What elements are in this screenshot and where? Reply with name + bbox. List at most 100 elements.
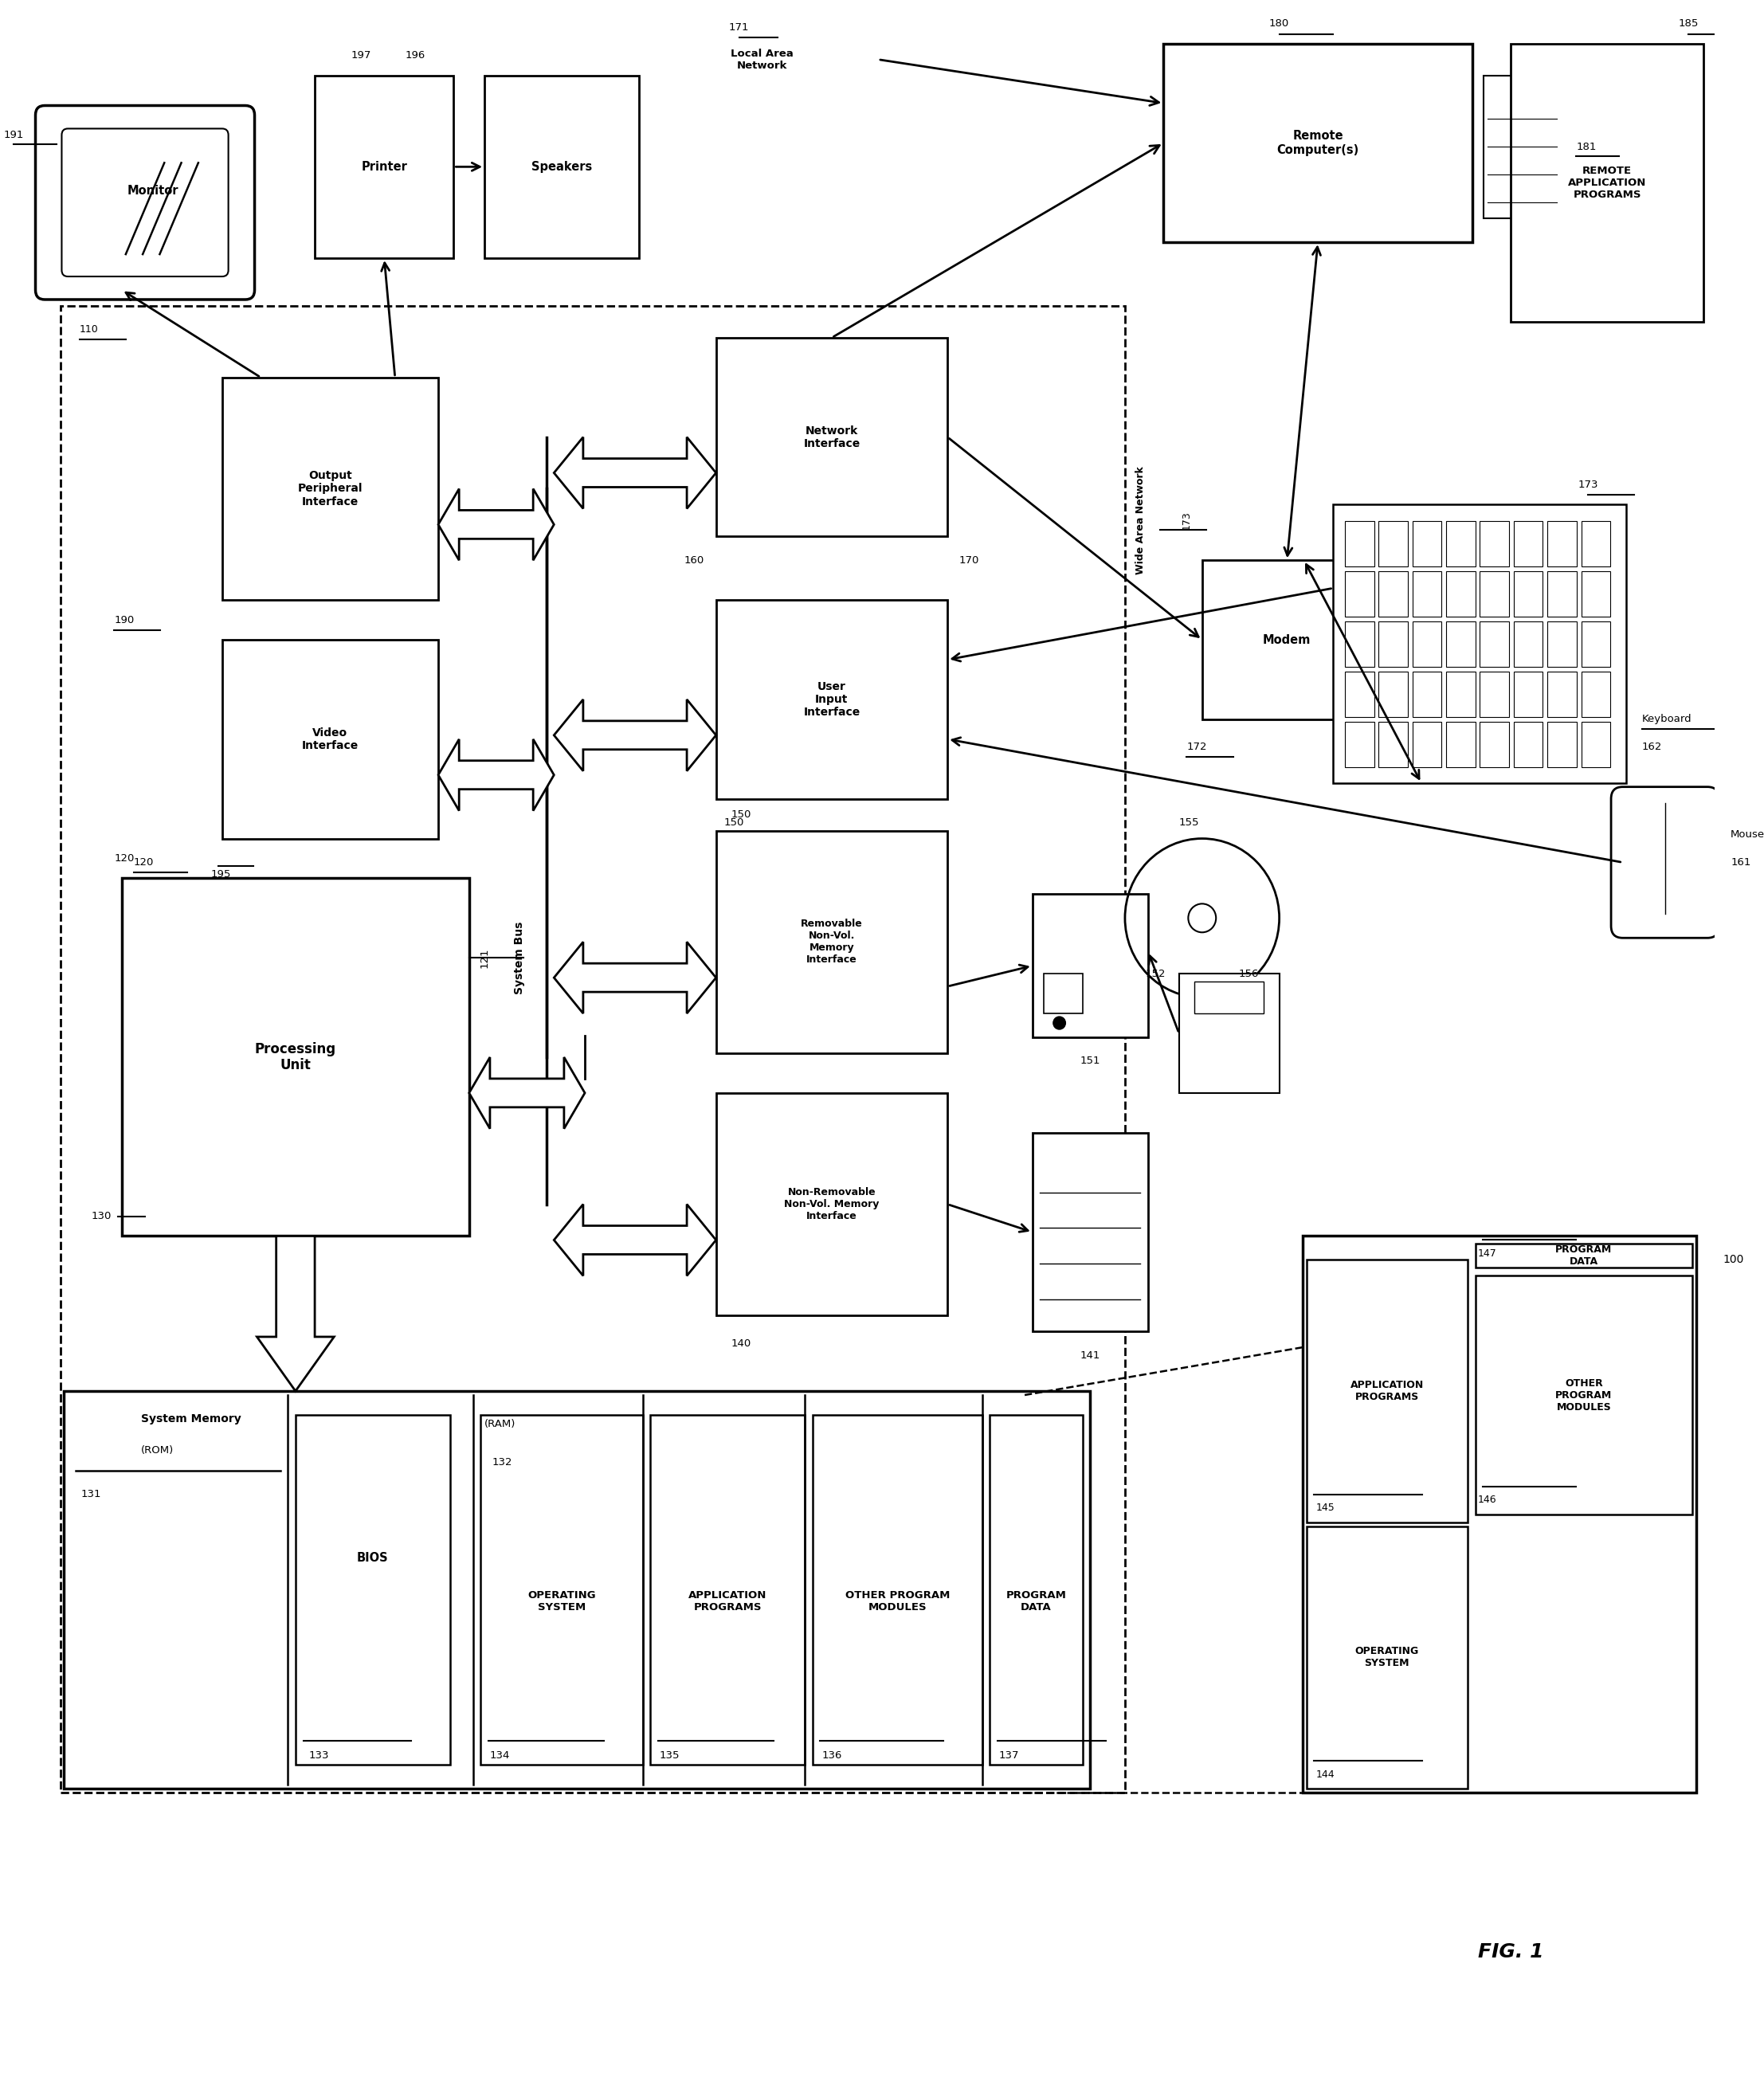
Bar [1307, 1260, 1468, 1522]
Bar [1581, 721, 1611, 767]
Text: 141: 141 [1080, 1350, 1101, 1360]
Text: 131: 131 [81, 1488, 101, 1499]
Text: 137: 137 [998, 1750, 1020, 1760]
Text: PROGRAM
DATA: PROGRAM DATA [1556, 1244, 1612, 1267]
Bar [1547, 572, 1577, 618]
Text: Keyboard: Keyboard [1642, 713, 1692, 723]
Bar [1475, 1244, 1692, 1269]
Text: 197: 197 [351, 50, 370, 60]
Bar [1510, 44, 1704, 321]
Bar [1547, 672, 1577, 717]
Bar [1514, 622, 1544, 668]
Bar [716, 1092, 947, 1316]
Text: 150: 150 [723, 817, 744, 827]
Polygon shape [258, 1236, 333, 1391]
Bar [1379, 622, 1408, 668]
Text: Non-Removable
Non-Vol. Memory
Interface: Non-Removable Non-Vol. Memory Interface [785, 1188, 878, 1221]
Text: 160: 160 [684, 556, 704, 566]
Bar [1581, 672, 1611, 717]
Bar [1547, 520, 1577, 566]
Text: 191: 191 [4, 131, 25, 141]
Polygon shape [554, 941, 716, 1014]
Bar [1379, 721, 1408, 767]
Text: 161: 161 [1730, 858, 1752, 869]
Text: 173: 173 [1182, 512, 1192, 531]
Text: 136: 136 [822, 1750, 841, 1760]
Bar [222, 377, 437, 599]
Text: 130: 130 [92, 1211, 111, 1221]
Text: 121: 121 [480, 947, 490, 968]
Text: 120: 120 [134, 858, 153, 869]
Bar [222, 641, 437, 840]
Text: 181: 181 [1577, 141, 1596, 151]
Bar [651, 1416, 804, 1764]
Text: Mouse: Mouse [1730, 829, 1764, 840]
Text: PROGRAM
DATA: PROGRAM DATA [1005, 1590, 1067, 1613]
Text: 147: 147 [1478, 1248, 1496, 1258]
Text: Wide Area Network: Wide Area Network [1136, 466, 1145, 574]
Text: Speakers: Speakers [531, 162, 593, 172]
Bar [1514, 572, 1544, 618]
Text: 145: 145 [1316, 1503, 1335, 1513]
Text: 190: 190 [115, 616, 134, 626]
Text: 132: 132 [492, 1457, 513, 1468]
Text: 162: 162 [1642, 742, 1662, 752]
Text: 172: 172 [1187, 742, 1207, 752]
Bar [1413, 622, 1441, 668]
FancyBboxPatch shape [35, 106, 254, 299]
Text: 140: 140 [732, 1339, 751, 1350]
Text: Printer: Printer [362, 162, 407, 172]
Bar [1044, 974, 1083, 1014]
Text: 100: 100 [1723, 1254, 1745, 1265]
Bar [1032, 1132, 1148, 1331]
Text: Network
Interface: Network Interface [803, 425, 861, 450]
Text: 151: 151 [1080, 1055, 1101, 1066]
Polygon shape [554, 699, 716, 771]
FancyBboxPatch shape [62, 129, 228, 276]
Bar [1581, 572, 1611, 618]
Circle shape [1053, 1016, 1065, 1030]
Bar [1547, 721, 1577, 767]
Bar [1514, 520, 1544, 566]
Text: Processing
Unit: Processing Unit [254, 1043, 337, 1072]
Text: 195: 195 [210, 869, 231, 879]
Bar [1446, 572, 1475, 618]
Bar [813, 1416, 983, 1764]
Bar [716, 831, 947, 1053]
Bar [64, 1391, 1090, 1789]
Text: 135: 135 [660, 1750, 679, 1760]
Bar [1446, 721, 1475, 767]
Polygon shape [437, 740, 554, 811]
Text: Output
Peripheral
Interface: Output Peripheral Interface [298, 471, 363, 508]
Text: 150: 150 [732, 811, 751, 821]
Bar [1446, 672, 1475, 717]
Bar [1379, 520, 1408, 566]
Polygon shape [554, 437, 716, 508]
Bar [1581, 520, 1611, 566]
Bar [1475, 1275, 1692, 1513]
Text: APPLICATION
PROGRAMS: APPLICATION PROGRAMS [688, 1590, 767, 1613]
Text: Remote
Computer(s): Remote Computer(s) [1277, 131, 1358, 155]
Bar [1194, 983, 1263, 1014]
Text: 133: 133 [309, 1750, 328, 1760]
Bar [1581, 622, 1611, 668]
Text: 152: 152 [1145, 968, 1166, 978]
Bar [1344, 721, 1374, 767]
Bar [1514, 672, 1544, 717]
Text: System Bus: System Bus [513, 920, 526, 995]
Bar [1480, 622, 1508, 668]
Bar [314, 75, 453, 259]
Bar [1514, 721, 1544, 767]
Bar [1201, 560, 1372, 719]
Bar [1302, 1236, 1695, 1793]
Text: FIG. 1: FIG. 1 [1478, 1942, 1544, 1961]
Text: Modem: Modem [1263, 634, 1311, 647]
Text: 134: 134 [490, 1750, 510, 1760]
Text: (RAM): (RAM) [485, 1420, 515, 1430]
Text: OTHER PROGRAM
MODULES: OTHER PROGRAM MODULES [845, 1590, 949, 1613]
Bar [1032, 893, 1148, 1036]
Bar [1379, 672, 1408, 717]
Text: BIOS: BIOS [356, 1553, 388, 1563]
Bar [1480, 721, 1508, 767]
Bar [296, 1416, 450, 1764]
